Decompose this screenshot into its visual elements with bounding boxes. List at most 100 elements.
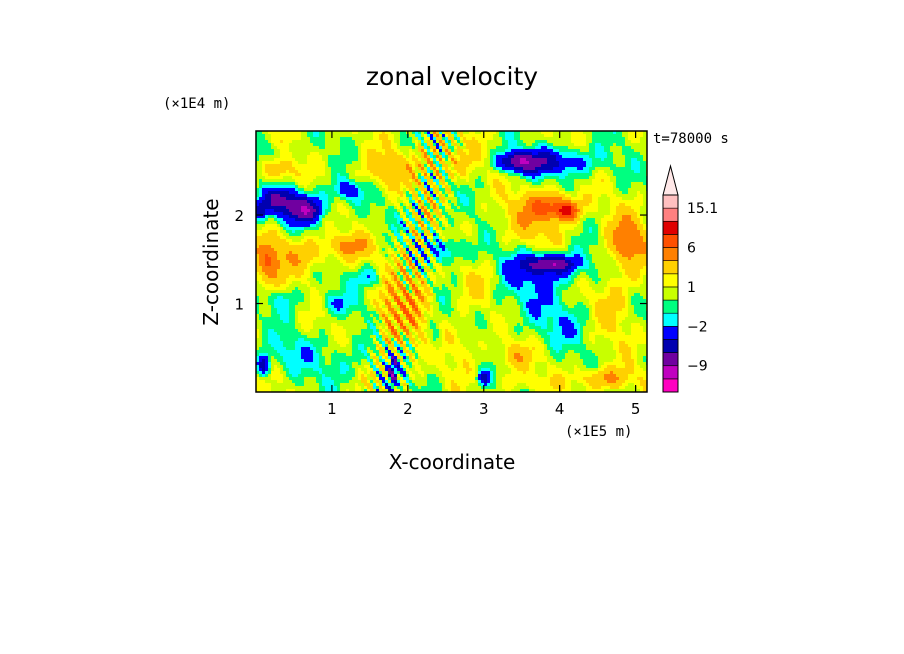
heatmap-cell <box>622 149 626 153</box>
heatmap-cell <box>382 173 386 177</box>
heatmap-cell <box>361 149 365 153</box>
heatmap-cell <box>601 188 605 192</box>
heatmap-cell <box>355 227 359 231</box>
heatmap-cell <box>280 227 284 231</box>
heatmap-cell <box>511 224 515 228</box>
heatmap-cell <box>535 173 539 177</box>
heatmap-cell <box>382 140 386 144</box>
heatmap-cell <box>466 158 470 162</box>
heatmap-cell <box>271 176 275 180</box>
heatmap-cell <box>607 236 611 240</box>
heatmap-cell <box>418 236 422 240</box>
heatmap-cell <box>361 233 365 237</box>
heatmap-cell <box>499 230 503 234</box>
heatmap-cell <box>286 233 290 237</box>
heatmap-cell <box>568 200 572 204</box>
heatmap-cell <box>463 155 467 159</box>
heatmap-cell <box>421 239 425 243</box>
heatmap-cell <box>523 146 527 150</box>
heatmap-cell <box>358 242 362 246</box>
heatmap-cell <box>580 131 584 135</box>
heatmap-cell <box>523 170 527 174</box>
heatmap-cell <box>523 203 527 207</box>
heatmap-cell <box>355 218 359 222</box>
heatmap-cell <box>559 218 563 222</box>
heatmap-cell <box>514 131 518 135</box>
heatmap-cell <box>415 131 419 135</box>
heatmap-cell <box>433 239 437 243</box>
heatmap-cell <box>568 188 572 192</box>
heatmap-cell <box>277 239 281 243</box>
heatmap-cell <box>571 197 575 201</box>
heatmap-cell <box>589 149 593 153</box>
heatmap-cell <box>502 131 506 135</box>
heatmap-cell <box>286 185 290 189</box>
heatmap-cell <box>601 233 605 237</box>
heatmap-cell <box>469 155 473 159</box>
heatmap-cell <box>313 161 317 165</box>
heatmap-cell <box>274 155 278 159</box>
heatmap-cell <box>472 167 476 171</box>
heatmap-cell <box>511 152 515 156</box>
heatmap-cell <box>598 176 602 180</box>
heatmap-cell <box>340 215 344 219</box>
heatmap-cell <box>532 137 536 141</box>
heatmap-cell <box>295 173 299 177</box>
heatmap-cell <box>301 227 305 231</box>
heatmap-cell <box>295 230 299 234</box>
heatmap-cell <box>520 155 524 159</box>
heatmap-cell <box>544 227 548 231</box>
heatmap-cell <box>367 143 371 147</box>
heatmap-cell <box>400 212 404 216</box>
heatmap-cell <box>439 140 443 144</box>
heatmap-cell <box>325 218 329 222</box>
heatmap-cell <box>361 188 365 192</box>
heatmap-cell <box>274 206 278 210</box>
heatmap-cell <box>475 170 479 174</box>
heatmap-cell <box>367 179 371 183</box>
heatmap-cell <box>460 179 464 183</box>
heatmap-cell <box>400 146 404 150</box>
heatmap-cell <box>451 236 455 240</box>
heatmap-cell <box>616 152 620 156</box>
heatmap-cell <box>499 227 503 231</box>
heatmap-cell <box>394 239 398 243</box>
heatmap-cell <box>598 194 602 198</box>
heatmap-cell <box>622 239 626 243</box>
heatmap-cell <box>598 173 602 177</box>
heatmap-cell <box>538 167 542 171</box>
heatmap-cell <box>286 170 290 174</box>
heatmap-cell <box>580 146 584 150</box>
heatmap-cell <box>472 143 476 147</box>
heatmap-cell <box>337 239 341 243</box>
heatmap-cell <box>589 155 593 159</box>
heatmap-cell <box>283 143 287 147</box>
heatmap-cell <box>439 179 443 183</box>
heatmap-cell <box>310 161 314 165</box>
heatmap-cell <box>610 170 614 174</box>
heatmap-cell <box>460 164 464 168</box>
heatmap-cell <box>553 164 557 168</box>
heatmap-cell <box>370 152 374 156</box>
heatmap-cell <box>475 218 479 222</box>
heatmap-cell <box>262 173 266 177</box>
heatmap-cell <box>367 164 371 168</box>
heatmap-cell <box>565 137 569 141</box>
heatmap-cell <box>400 203 404 207</box>
heatmap-cell <box>304 161 308 165</box>
heatmap-cell <box>499 215 503 219</box>
heatmap-cell <box>538 242 542 246</box>
heatmap-cell <box>481 203 485 207</box>
heatmap-cell <box>637 167 641 171</box>
heatmap-cell <box>592 239 596 243</box>
heatmap-cell <box>268 209 272 213</box>
heatmap-cell <box>433 167 437 171</box>
heatmap-cell <box>397 221 401 225</box>
heatmap-cell <box>382 239 386 243</box>
heatmap-cell <box>442 221 446 225</box>
heatmap-cell <box>577 188 581 192</box>
heatmap-cell <box>256 134 260 138</box>
heatmap-cell <box>349 224 353 228</box>
heatmap-cell <box>310 179 314 183</box>
heatmap-cell <box>643 173 647 177</box>
